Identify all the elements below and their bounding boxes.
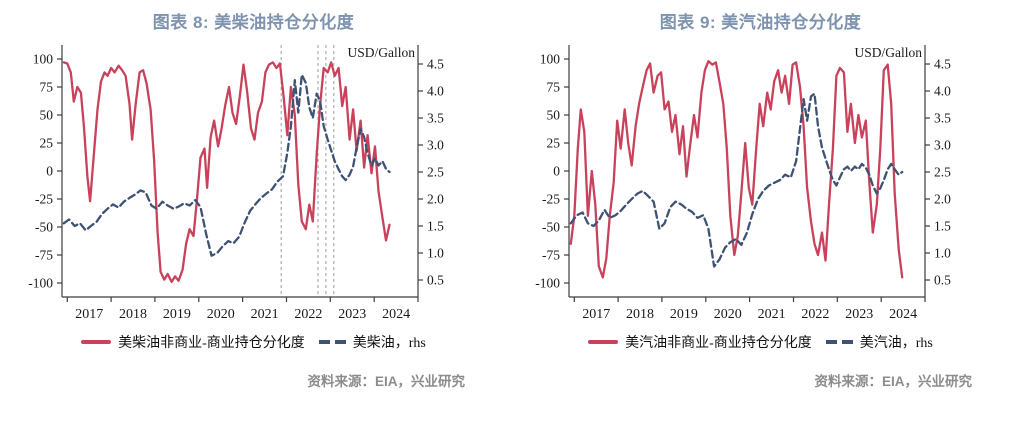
left-axis-label: -100: [28, 276, 53, 291]
right-axis-label: 4.5: [934, 57, 951, 72]
right-axis-label: 1.0: [427, 246, 444, 261]
x-axis-year-label: 2018: [119, 307, 147, 322]
right-axis-label: 3.0: [934, 138, 951, 153]
diesel-chart-area: -100 -75 -50 -25 0 25 50 75 100 0.5 1.0 1.5 2.0 2.5 3.…: [6, 35, 507, 332]
x-axis-year-label: 2024: [382, 307, 410, 322]
right-axis-label: 4.0: [934, 84, 951, 99]
x-axis-year-label: 2017: [75, 307, 103, 322]
left-axis-label: -75: [542, 248, 560, 263]
legend-label-price: 美汽油，rhs: [859, 336, 933, 351]
x-axis-year-label: 2017: [582, 307, 610, 322]
legend-label-divergence: 美柴油非商业-商业持仓分化度: [118, 336, 305, 351]
left-axis-label: 75: [40, 80, 54, 95]
left-axis-label: -25: [542, 192, 560, 207]
x-axis-year-label: 2018: [626, 307, 654, 322]
source-note: 资料来源：EIA，兴业研究: [307, 374, 465, 389]
x-axis-year-label: 2020: [207, 307, 235, 322]
right-axis-label: 2.5: [427, 165, 444, 180]
left-axis-label: 0: [46, 164, 53, 179]
left-axis-label: 0: [553, 164, 560, 179]
left-axis-label: 100: [33, 52, 54, 67]
left-axis-label: 100: [540, 52, 561, 67]
x-axis-year-label: 2021: [251, 307, 279, 322]
left-axis-label: 25: [547, 136, 561, 151]
right-axis-label: 3.5: [427, 111, 444, 126]
price-line: [569, 92, 904, 268]
divergence-line: [62, 61, 391, 284]
x-axis-year-label: 2022: [294, 307, 322, 322]
price-line-swatch-icon: [318, 334, 346, 350]
page-title: 图表 9: 美汽油持仓分化度: [659, 13, 862, 32]
x-axis-year-label: 2019: [670, 307, 698, 322]
x-axis-year-label: 2022: [801, 307, 829, 322]
right-axis-label: 1.5: [934, 219, 951, 234]
legend-label-price: 美柴油，rhs: [352, 336, 426, 351]
divergence-line: [569, 60, 904, 279]
left-axis-label: -100: [535, 276, 560, 291]
page-title: 图表 8: 美柴油持仓分化度: [152, 13, 355, 32]
right-axis-label: 2.0: [427, 192, 444, 207]
x-axis-year-label: 2023: [845, 307, 873, 322]
legend-label-divergence: 美汽油非商业-商业持仓分化度: [625, 336, 812, 351]
right-axis-label: 0.5: [427, 273, 444, 288]
right-axis-unit-label: USD/Gallon: [855, 45, 923, 60]
gasoline-chart-panel: 图表 9: 美汽油持仓分化度 -100 -75 -50 -25 0 25 50 75 100 0.…: [507, 0, 1014, 433]
chart-legend: 美汽油非商业-商业持仓分化度 美汽油，rhs: [507, 332, 1014, 352]
chart-canvas: -100 -75 -50 -25 0 25 50 75 100 0.5 1.0 1.5 2.0 2.5 3.…: [28, 45, 444, 322]
x-axis-year-label: 2023: [338, 307, 366, 322]
right-axis-label: 1.0: [934, 246, 951, 261]
divergence-line-swatch-icon: [588, 340, 619, 344]
x-axis-year-label: 2020: [714, 307, 742, 322]
chart-canvas: -100 -75 -50 -25 0 25 50 75 100 0.5 1.0 1.5 2.0 2.5 3.…: [535, 45, 951, 322]
chart-legend: 美柴油非商业-商业持仓分化度 美柴油，rhs: [0, 332, 507, 352]
x-axis-year-label: 2024: [889, 307, 917, 322]
right-axis-label: 4.5: [427, 57, 444, 72]
price-line-swatch-icon: [825, 334, 853, 350]
x-axis-year-label: 2021: [758, 307, 786, 322]
x-axis-year-label: 2019: [163, 307, 191, 322]
left-axis-label: 75: [547, 80, 561, 95]
right-axis-label: 3.0: [427, 138, 444, 153]
price-line: [62, 73, 391, 257]
right-axis-label: 3.5: [934, 111, 951, 126]
source-note: 资料来源：EIA，兴业研究: [814, 374, 972, 389]
left-axis-label: -75: [35, 248, 53, 263]
gasoline-chart-area: -100 -75 -50 -25 0 25 50 75 100 0.5 1.0 1.5 2.0 2.5 3.…: [513, 35, 1014, 332]
right-axis-label: 1.5: [427, 219, 444, 234]
right-axis-label: 2.5: [934, 165, 951, 180]
left-axis-label: -50: [542, 220, 560, 235]
left-axis-label: -50: [35, 220, 53, 235]
right-axis-label: 4.0: [427, 84, 444, 99]
right-axis-label: 2.0: [934, 192, 951, 207]
left-axis-label: 50: [40, 108, 54, 123]
left-axis-label: 50: [547, 108, 561, 123]
right-axis-unit-label: USD/Gallon: [348, 45, 416, 60]
left-axis-label: -25: [35, 192, 53, 207]
divergence-line-swatch-icon: [81, 340, 112, 344]
right-axis-label: 0.5: [934, 273, 951, 288]
left-axis-label: 25: [40, 136, 54, 151]
diesel-chart-panel: 图表 8: 美柴油持仓分化度 -100 -75 -50 -25 0 25 50 75 100 0.…: [0, 0, 507, 433]
